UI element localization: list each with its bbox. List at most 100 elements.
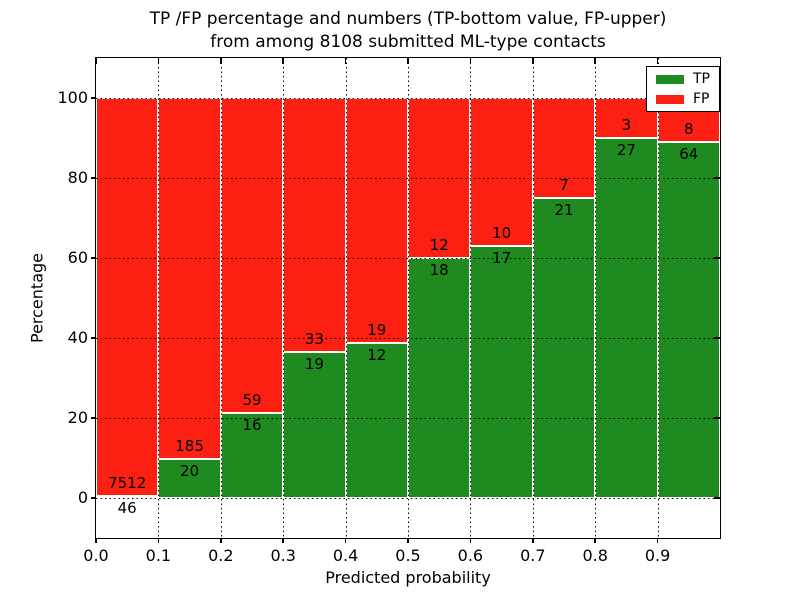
y-tick-right [714, 337, 720, 339]
fp-value-label: 10 [492, 224, 512, 243]
y-tick [91, 337, 96, 339]
tp-bar-segment [532, 198, 596, 498]
tp-bar-segment [345, 343, 408, 498]
fp-value-label: 185 [175, 436, 204, 455]
x-tick-top [220, 58, 222, 64]
x-tick-top [344, 58, 347, 64]
chart-title-line1: TP /FP percentage and numbers (TP-bottom… [149, 9, 667, 29]
x-tick-label: 0.9 [644, 546, 671, 565]
x-tick-label: 0.3 [270, 546, 296, 565]
y-tick-label: 100 [57, 88, 88, 107]
y-tick-right [714, 177, 720, 179]
x-tick-label: 0.2 [208, 546, 234, 565]
tp-value-label: 12 [367, 346, 387, 365]
fp-value-label: 33 [304, 329, 324, 348]
x-axis-label: Predicted probability [325, 568, 491, 587]
fp-value-label: 7 [559, 176, 569, 194]
tp-value-label: 16 [242, 415, 262, 434]
x-tick [532, 538, 534, 543]
y-tick-label: 0 [77, 488, 88, 507]
tp-bar-segment [96, 495, 159, 498]
y-tick-right [714, 417, 720, 419]
v-gridline [158, 58, 160, 538]
tp-bar-segment [158, 458, 221, 498]
x-tick-label: 0.4 [332, 546, 359, 565]
fp-value-label: 59 [242, 390, 262, 409]
v-gridline [283, 58, 285, 538]
legend-entry-fp: FP [656, 92, 710, 106]
v-gridline [657, 58, 659, 538]
plot-area: 7512 46 185 20 59 16 33 19 19 12 12 18 10 17 7 21 3 27 8 64 [95, 57, 721, 539]
y-tick [91, 257, 96, 259]
tp-value-label: 21 [554, 201, 574, 219]
v-gridline [220, 58, 222, 538]
y-tick [91, 97, 96, 99]
y-tick-right [714, 257, 720, 259]
x-tick-top [282, 58, 284, 64]
tp-value-label: 19 [304, 354, 324, 373]
x-tick-top [157, 58, 160, 64]
y-tick-label: 20 [67, 408, 88, 427]
x-tick-top [656, 58, 659, 64]
x-tick [220, 538, 222, 543]
x-tick-label: 0.6 [457, 546, 484, 565]
x-tick-top [532, 58, 534, 64]
fp-value-label: 12 [429, 236, 449, 254]
tp-bar-segment [283, 351, 346, 498]
y-tick-label: 60 [67, 248, 88, 267]
legend-label-fp: FP [693, 91, 710, 107]
fp-value-label: 19 [367, 321, 387, 340]
v-gridline [345, 58, 347, 538]
fp-bar-segment [345, 98, 408, 344]
tp-value-label: 20 [180, 461, 200, 480]
x-tick-label: 0.7 [520, 546, 546, 565]
x-tick-top [469, 58, 472, 64]
x-tick [282, 538, 284, 543]
tp-bar-segment [470, 246, 533, 498]
tp-value-label: 18 [429, 261, 449, 279]
fp-bar-segment [96, 98, 159, 496]
x-tick [157, 538, 160, 543]
x-tick [656, 538, 659, 543]
y-tick-right [714, 497, 720, 499]
x-tick [344, 538, 347, 543]
tp-value-label: 27 [616, 141, 636, 159]
chart-title-line2: from among 8108 submitted ML-type contac… [210, 32, 606, 52]
y-tick [91, 417, 96, 419]
tp-value-label: 17 [492, 249, 512, 268]
y-tick [91, 497, 96, 499]
y-tick [91, 177, 96, 179]
x-tick [407, 538, 409, 543]
v-gridline [595, 58, 597, 538]
chart-title: TP /FP percentage and numbers (TP-bottom… [96, 8, 720, 54]
x-tick-label: 0.1 [145, 546, 172, 565]
tp-bar-segment [595, 138, 658, 498]
x-tick-label: 0.5 [395, 546, 421, 565]
legend-entry-tp: TP [656, 72, 710, 86]
y-tick-label: 80 [67, 168, 88, 187]
v-gridline [408, 58, 409, 538]
v-gridline [470, 58, 472, 538]
fp-bar-segment [220, 98, 284, 413]
x-tick-label: 0.0 [83, 546, 109, 565]
fp-bar-segment [158, 98, 221, 459]
legend-swatch-tp-icon [656, 74, 684, 84]
x-tick [95, 538, 97, 543]
tp-bar-segment [657, 142, 720, 498]
x-tick-top [594, 58, 596, 64]
fp-bar-segment [470, 98, 533, 247]
tp-bar-segment [408, 258, 471, 498]
fp-value-label: 8 [684, 120, 694, 139]
x-tick-top [407, 58, 409, 64]
x-tick [594, 538, 596, 543]
fp-value-label: 3 [621, 116, 632, 134]
x-tick-label: 0.8 [582, 546, 608, 565]
y-tick-label: 40 [67, 328, 88, 347]
x-tick-top [95, 58, 97, 64]
v-gridline [532, 58, 534, 538]
tp-value-label: 46 [117, 498, 137, 517]
legend-label-tp: TP [693, 71, 710, 87]
fp-value-label: 7512 [108, 473, 147, 492]
x-tick [469, 538, 472, 543]
